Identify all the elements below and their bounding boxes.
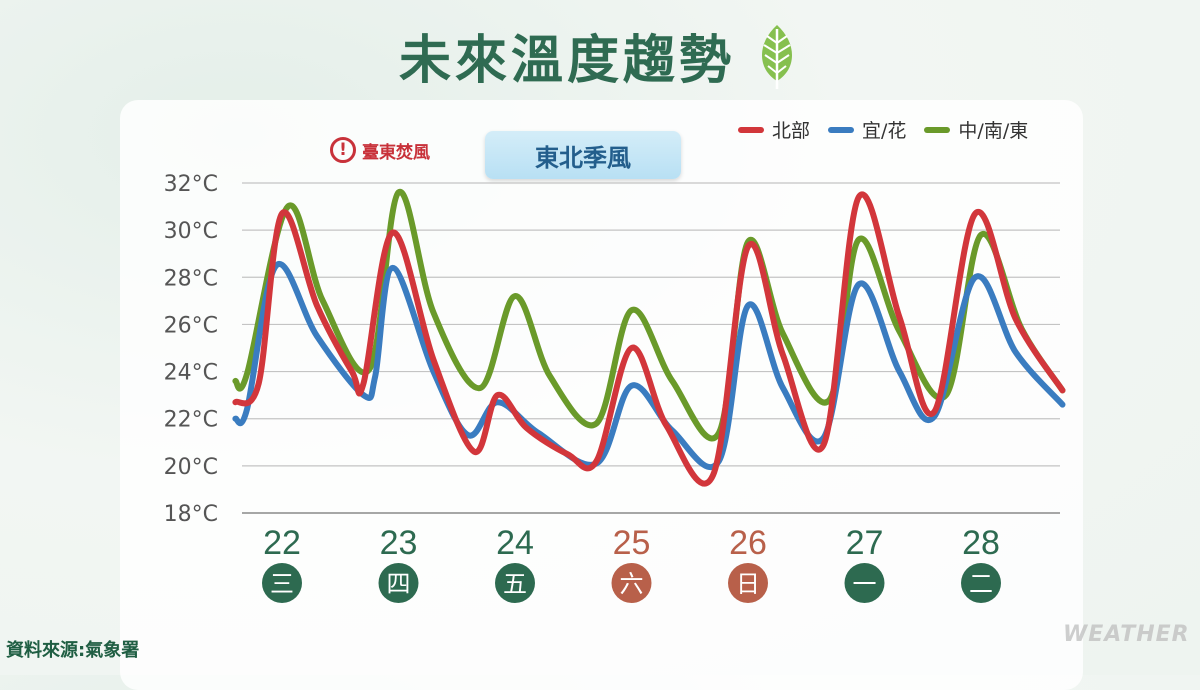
chart-legend: 北部 宜/花 中/南/東	[738, 116, 1028, 143]
legend-label-north: 北部	[772, 120, 811, 142]
y-tick-label: 20°C	[164, 455, 218, 480]
temperature-chart: 18°C 20°C 22°C 24°C 26°C 28°C 30°C 32°C 22 三 23 四 24…	[164, 172, 1066, 603]
foehn-warning-label: 臺東焚風	[362, 142, 430, 163]
weekday-circle	[378, 563, 419, 603]
legend-swatch-north	[738, 126, 764, 133]
x-date-label: 27	[846, 524, 884, 562]
weekday-label: 二	[969, 570, 993, 598]
monsoon-label: 東北季風	[535, 143, 631, 172]
x-date-label: 28	[962, 524, 1000, 562]
foehn-warning: ! 臺東焚風	[330, 137, 430, 163]
monsoon-badge: 東北季風	[485, 131, 681, 179]
y-tick-label: 26°C	[164, 313, 218, 338]
weekday-label: 三	[270, 570, 294, 598]
legend-swatch-yilan-hualien	[828, 126, 855, 133]
watermark-logo: WEATHER	[1063, 622, 1190, 647]
weekday-circle	[844, 563, 885, 603]
x-date-label: 25	[613, 524, 651, 562]
y-tick-label: 30°C	[164, 219, 218, 244]
page-title: 未來溫度趨勢	[0, 18, 1200, 93]
weekday-circle	[728, 563, 768, 603]
weekday-label: 六	[620, 570, 644, 598]
y-tick-label: 24°C	[164, 361, 218, 386]
legend-item-north: 北部	[738, 116, 810, 143]
legend-item-central-south-east: 中/南/東	[924, 116, 1028, 143]
x-date-label: 26	[729, 524, 767, 562]
legend-label-yilan-hualien: 宜/花	[862, 120, 907, 142]
weekday-label: 四	[387, 570, 411, 598]
weekday-label: 五	[503, 570, 527, 598]
data-source: 資料來源:氣象署	[6, 640, 140, 661]
series-line-yilan-hualien	[232, 260, 1066, 471]
weekday-label: 日	[736, 570, 760, 598]
leaf-icon	[762, 24, 792, 89]
legend-item-yilan-hualien: 宜/花	[828, 116, 906, 143]
exclamation-icon: !	[330, 137, 356, 163]
weekday-circle	[262, 563, 302, 603]
x-date-label: 22	[263, 524, 301, 562]
legend-swatch-central-south-east	[924, 126, 951, 133]
title-text: 未來溫度趨勢	[398, 31, 735, 91]
weekday-circle	[611, 563, 652, 603]
weekday-circle	[961, 563, 1001, 603]
y-tick-label: 22°C	[164, 408, 218, 433]
x-date-label: 24	[496, 524, 534, 562]
x-date-label: 23	[380, 524, 418, 562]
weekday-circle	[495, 563, 535, 603]
weekday-label: 一	[853, 570, 877, 598]
y-tick-label: 28°C	[164, 266, 218, 291]
legend-label-central-south-east: 中/南/東	[958, 120, 1029, 142]
y-tick-label: 32°C	[164, 172, 218, 197]
series-line-north	[232, 191, 1066, 487]
y-tick-label: 18°C	[164, 502, 218, 527]
